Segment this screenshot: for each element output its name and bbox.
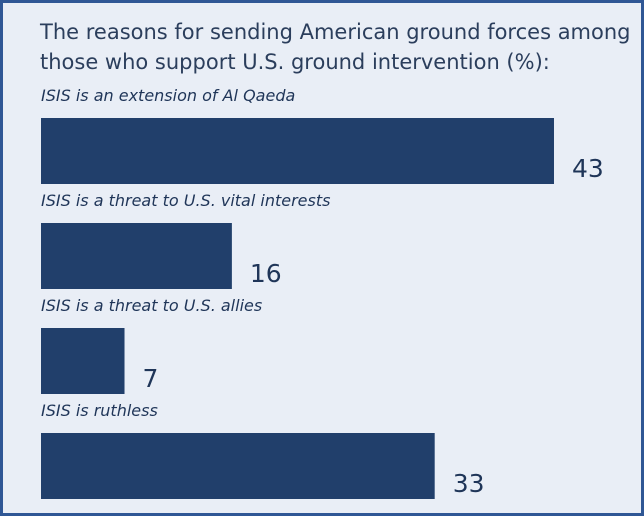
bar — [41, 328, 125, 394]
category-label: ISIS is a threat to U.S. vital interests — [41, 191, 330, 210]
value-label: 43 — [572, 154, 604, 183]
bar — [41, 118, 554, 184]
value-label: 33 — [453, 469, 485, 498]
value-label: 16 — [250, 259, 282, 288]
bar — [41, 433, 435, 499]
category-label: ISIS is ruthless — [41, 401, 158, 420]
category-label: ISIS is a threat to U.S. allies — [41, 296, 262, 315]
chart-title: The reasons for sending American ground … — [40, 20, 631, 74]
category-label: ISIS is an extension of Al Qaeda — [41, 86, 295, 105]
value-label: 7 — [143, 364, 159, 393]
bar-chart: ISIS is an extension of Al Qaeda 43 ISIS i… — [41, 86, 604, 499]
bar — [41, 223, 232, 289]
